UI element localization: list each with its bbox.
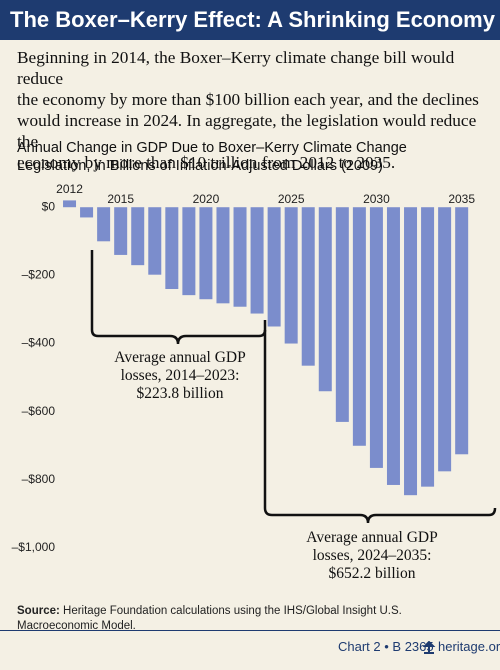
y-tick-label: –$1,000 <box>12 540 56 554</box>
y-tick-label: –$800 <box>22 472 56 486</box>
bar <box>233 207 247 307</box>
bracket <box>90 250 267 345</box>
source: Source: Heritage Foundation calculations… <box>17 604 457 634</box>
x-tick-label: 2030 <box>363 192 390 206</box>
annotation: Average annual GDP <box>306 529 437 546</box>
bar <box>352 207 366 446</box>
subtitle-line: Legislation, in Billions of Inflation-Ad… <box>17 158 383 174</box>
bar <box>318 207 332 392</box>
y-tick-label: –$200 <box>22 268 56 282</box>
bar <box>148 207 162 275</box>
bar <box>199 207 213 300</box>
intro: Beginning in 2014, the Boxer–Kerry clima… <box>17 47 500 173</box>
bracket <box>263 320 497 524</box>
bar <box>131 207 145 266</box>
bar <box>216 207 230 304</box>
annotation: losses, 2024–2035: <box>313 547 432 564</box>
chart: $0 –$200 –$400 –$600 –$800 –$1,000 2012 2015 202… <box>12 182 497 582</box>
annotation: losses, 2014–2023: <box>121 367 240 384</box>
bar <box>369 207 383 468</box>
annotation: Average annual GDP <box>114 349 245 366</box>
intro-line: would increase in 2024. In aggregate, th… <box>17 111 477 151</box>
bar <box>404 207 418 496</box>
x-tick-label: 2020 <box>193 192 220 206</box>
lamp-icon <box>422 641 436 654</box>
bar <box>301 207 315 366</box>
site: heritage.org <box>438 639 500 654</box>
source-label: Source: <box>17 605 60 617</box>
title: The Boxer–Kerry Effect: A Shrinking Econ… <box>0 0 500 40</box>
bar <box>386 207 400 485</box>
chart-subtitle: Annual Change in GDP Due to Boxer–Kerry … <box>17 139 407 175</box>
bar <box>438 207 452 472</box>
y-tick-label: $0 <box>42 199 56 213</box>
footer: Chart 2 • B 2365 heritage.org <box>0 630 500 670</box>
y-tick-label: –$600 <box>22 404 56 418</box>
bar <box>421 207 435 487</box>
x-tick-label: 2015 <box>107 192 134 206</box>
chart-id: Chart 2 • B 2365 <box>338 639 434 654</box>
intro-line: the economy by more than $100 billion ea… <box>17 90 479 109</box>
intro-line: Beginning in 2014, the Boxer–Kerry clima… <box>17 48 455 88</box>
x-tick-label: 2025 <box>278 192 305 206</box>
source-text: Heritage Foundation calculations using t… <box>17 605 402 632</box>
y-tick-label: –$400 <box>22 336 56 350</box>
intro-line: economy by more than $10 trillion from 2… <box>17 153 396 172</box>
bar <box>267 207 281 327</box>
bar <box>284 207 298 344</box>
bar <box>182 207 196 296</box>
bar <box>97 207 111 242</box>
annotation: $223.8 billion <box>137 385 224 402</box>
bar <box>63 200 77 208</box>
x-tick-label: 2035 <box>448 192 475 206</box>
bar <box>165 207 179 290</box>
x-tick-label: 2012 <box>56 182 83 196</box>
bar <box>455 207 469 455</box>
bar <box>335 207 349 422</box>
subtitle-line: Annual Change in GDP Due to Boxer–Kerry … <box>17 140 407 156</box>
bar <box>250 207 264 314</box>
annotation: $652.2 billion <box>329 565 416 582</box>
bar <box>114 207 128 255</box>
bar <box>80 207 94 218</box>
